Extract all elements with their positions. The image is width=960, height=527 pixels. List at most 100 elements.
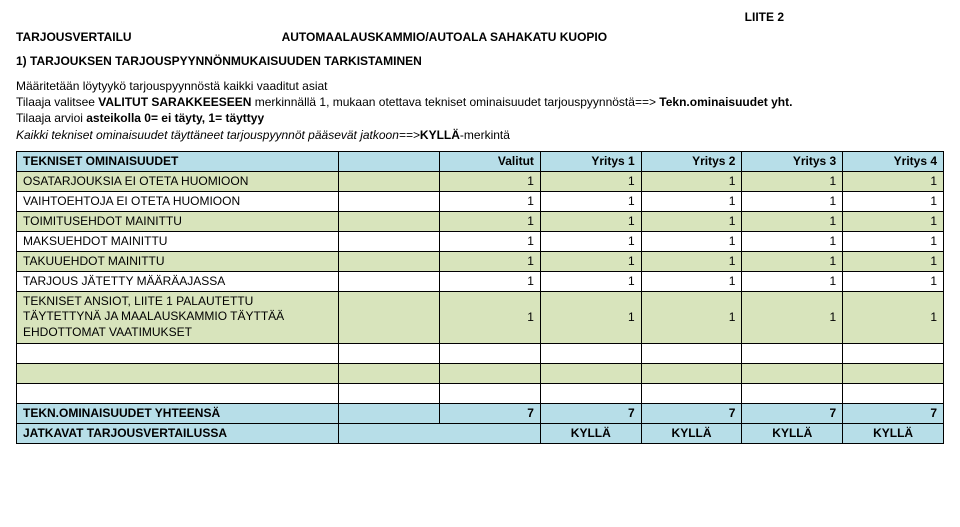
line2c: merkinnällä 1, mukaan otettava tekniset …: [251, 95, 659, 109]
table-header-row: TEKNISET OMINAISUUDET Valitut Yritys 1 Y…: [17, 151, 944, 171]
table-row: [17, 343, 944, 363]
row-val: [440, 363, 541, 383]
line2d: Tekn.ominaisuudet yht.: [659, 95, 792, 109]
row-val: 1: [641, 291, 742, 343]
row-val: [742, 383, 843, 403]
row-val: 1: [440, 171, 541, 191]
row-val: 1: [742, 231, 843, 251]
sum-row: TEKN.OMINAISUUDET YHTEENSÄ 7 7 7 7 7: [17, 403, 944, 423]
hdr-c6: Yritys 4: [843, 151, 944, 171]
row-val: 1: [540, 251, 641, 271]
row-val: 1: [540, 211, 641, 231]
table-row: MAKSUEHDOT MAINITTU11111: [17, 231, 944, 251]
page: LIITE 2 TARJOUSVERTAILU AUTOMAALAUSKAMMI…: [0, 0, 960, 464]
table-row: TARJOUS JÄTETTY MÄÄRÄAJASSA11111: [17, 271, 944, 291]
hdr-c1: [339, 151, 440, 171]
hdr-c3: Yritys 1: [540, 151, 641, 171]
line4a: Kaikki tekniset ominaisuudet täyttäneet …: [16, 128, 420, 142]
row-val: [440, 343, 541, 363]
table-row: VAIHTOEHTOJA EI OTETA HUOMIOON11111: [17, 191, 944, 211]
title-right: AUTOMAALAUSKAMMIO/AUTOALA SAHAKATU KUOPI…: [282, 30, 608, 44]
top-line: TARJOUSVERTAILU AUTOMAALAUSKAMMIO/AUTOAL…: [16, 30, 944, 44]
row-val: 1: [540, 171, 641, 191]
row-val: 1: [641, 191, 742, 211]
row-val: 1: [742, 291, 843, 343]
table-row: TOIMITUSEHDOT MAINITTU11111: [17, 211, 944, 231]
final-v4: KYLLÄ: [843, 423, 944, 443]
hdr-c2: Valitut: [440, 151, 541, 171]
row-val: [339, 383, 440, 403]
row-label: [17, 363, 339, 383]
row-val: 1: [641, 251, 742, 271]
row-val: [339, 231, 440, 251]
row-val: 1: [641, 171, 742, 191]
row-val: [339, 171, 440, 191]
row-val: 1: [843, 251, 944, 271]
row-val: [742, 363, 843, 383]
row-val: 1: [440, 211, 541, 231]
row-val: 1: [440, 291, 541, 343]
sum-v2: 7: [540, 403, 641, 423]
row-val: [843, 343, 944, 363]
row-val: 1: [742, 251, 843, 271]
row-val: [843, 363, 944, 383]
sum-v5: 7: [843, 403, 944, 423]
row-val: [742, 343, 843, 363]
section1-body: Määritetään löytyykö tarjouspyynnöstä ka…: [16, 78, 944, 143]
sum-v4: 7: [742, 403, 843, 423]
row-val: 1: [843, 211, 944, 231]
row-val: [339, 291, 440, 343]
row-val: [339, 271, 440, 291]
table-row: OSATARJOUKSIA EI OTETA HUOMIOON11111: [17, 171, 944, 191]
row-val: [339, 363, 440, 383]
row-label: VAIHTOEHTOJA EI OTETA HUOMIOON: [17, 191, 339, 211]
line1a: Määritetään löytyykö tarjouspyynnöstä ka…: [16, 79, 328, 93]
row-val: 1: [540, 271, 641, 291]
row-val: [843, 383, 944, 403]
line4b: KYLLÄ: [420, 128, 460, 142]
row-val: 1: [540, 291, 641, 343]
line2a: Tilaaja valitsee: [16, 95, 98, 109]
row-label: OSATARJOUKSIA EI OTETA HUOMIOON: [17, 171, 339, 191]
table-row: TEKNISET ANSIOT, LIITE 1 PALAUTETTU TÄYT…: [17, 291, 944, 343]
final-label: JATKAVAT TARJOUSVERTAILUSSA: [17, 423, 339, 443]
row-val: 1: [843, 271, 944, 291]
row-val: 1: [440, 231, 541, 251]
sum-v1: 7: [440, 403, 541, 423]
row-val: 1: [540, 231, 641, 251]
row-val: 1: [641, 271, 742, 291]
section1-title: 1) TARJOUKSEN TARJOUSPYYNNÖNMUKAISUUDEN …: [16, 54, 944, 68]
line2b: VALITUT SARAKKEESEEN: [98, 95, 251, 109]
final-v1: KYLLÄ: [540, 423, 641, 443]
final-v0: [339, 423, 541, 443]
row-val: 1: [641, 211, 742, 231]
hdr-c5: Yritys 3: [742, 151, 843, 171]
row-val: 1: [742, 171, 843, 191]
line3b: asteikolla 0= ei täyty, 1= täyttyy: [86, 111, 264, 125]
row-val: [641, 383, 742, 403]
row-label: TEKNISET ANSIOT, LIITE 1 PALAUTETTU TÄYT…: [17, 291, 339, 343]
row-val: [339, 191, 440, 211]
line3a: Tilaaja arvioi: [16, 111, 86, 125]
row-label: TOIMITUSEHDOT MAINITTU: [17, 211, 339, 231]
sum-label: TEKN.OMINAISUUDET YHTEENSÄ: [17, 403, 339, 423]
row-val: [339, 211, 440, 231]
row-val: 1: [843, 231, 944, 251]
row-val: 1: [843, 191, 944, 211]
row-val: [440, 383, 541, 403]
row-val: 1: [440, 251, 541, 271]
row-val: 1: [742, 271, 843, 291]
liite-label: LIITE 2: [16, 10, 944, 24]
row-val: 1: [641, 231, 742, 251]
row-val: [540, 383, 641, 403]
row-val: 1: [540, 191, 641, 211]
final-v3: KYLLÄ: [742, 423, 843, 443]
hdr-c4: Yritys 2: [641, 151, 742, 171]
row-val: [641, 363, 742, 383]
row-label: TARJOUS JÄTETTY MÄÄRÄAJASSA: [17, 271, 339, 291]
final-row: JATKAVAT TARJOUSVERTAILUSSA KYLLÄ KYLLÄ …: [17, 423, 944, 443]
sum-v0: [339, 403, 440, 423]
row-val: 1: [742, 191, 843, 211]
row-label: [17, 383, 339, 403]
row-val: [540, 343, 641, 363]
